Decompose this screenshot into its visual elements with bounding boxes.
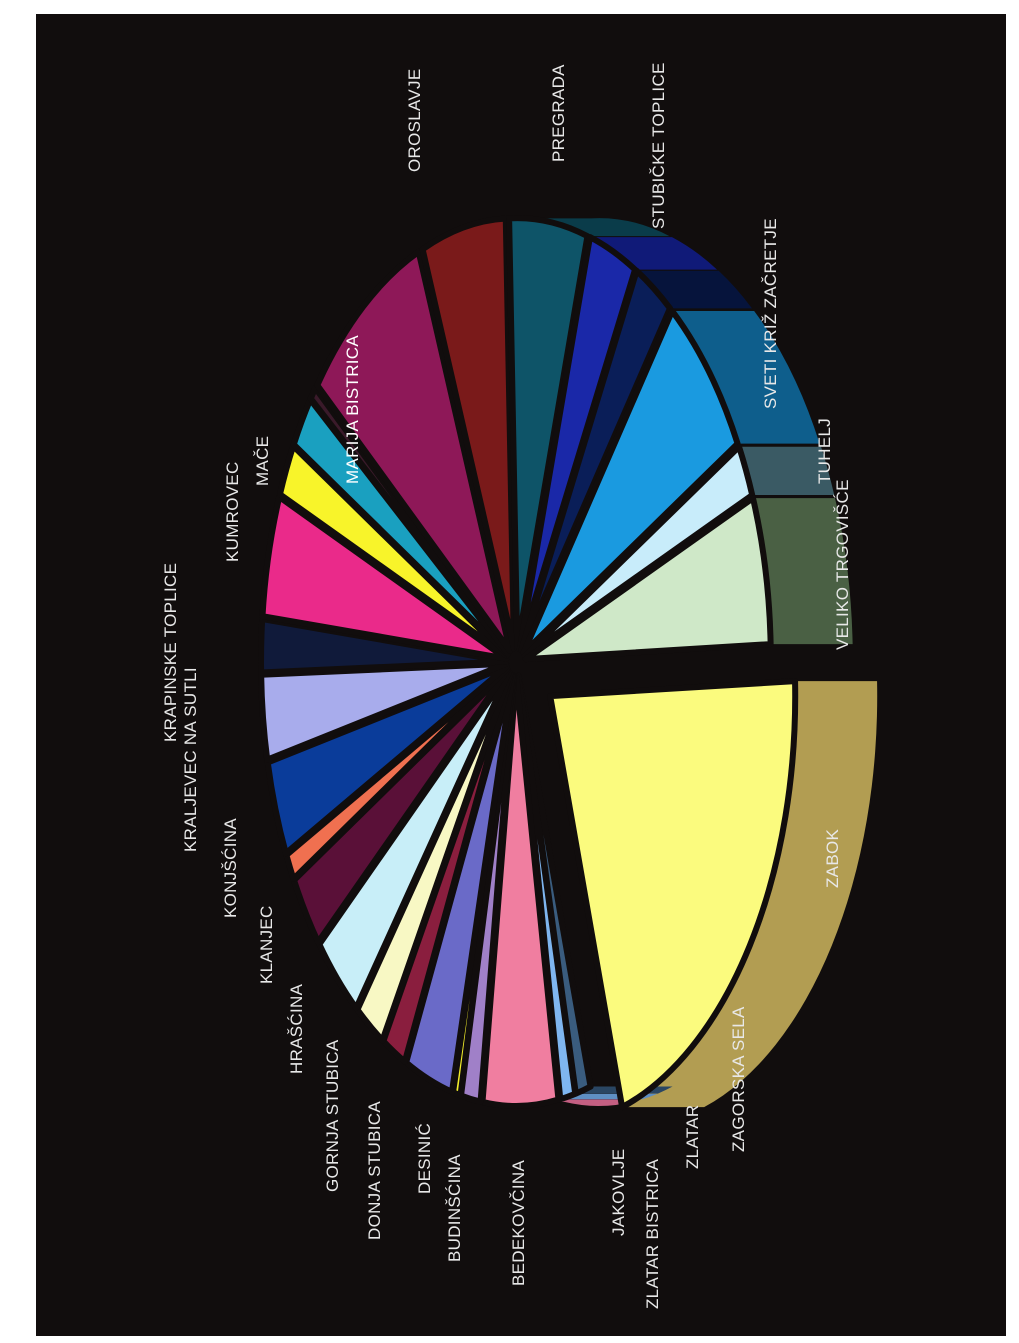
label-hrascina: HRAŠĆINA	[287, 983, 306, 1074]
slice-side-veliko-trgovis-c-e-26	[752, 498, 853, 645]
label-zagorska: ZAGORSKA SELA	[729, 1006, 748, 1152]
slice-sveti-kriz-zac-retje-24	[520, 307, 741, 656]
pie-chart: OROSLAVJE PREGRADA STUBIČKE TOPLICE SVET…	[161, 62, 878, 1309]
label-stubicke: STUBIČKE TOPLICE	[649, 62, 668, 229]
label-konjscina: KONJŠĆINA	[221, 818, 240, 918]
slice-sveti-kriz-zac-retje-23	[518, 267, 673, 654]
slice-tuhelj-25	[522, 443, 756, 659]
pie-slices	[258, 215, 799, 1111]
label-oroslavje: OROSLAVJE	[405, 69, 424, 172]
label-zlatar: ZLATAR	[683, 1105, 702, 1169]
label-zabok: ZABOK	[823, 829, 842, 888]
slice-mac-e-18	[307, 384, 512, 657]
label-veliko: VELIKO TRGOVIŠĆE	[833, 479, 852, 650]
label-pregrada: PREGRADA	[549, 64, 568, 162]
label-mace: MAČE	[253, 436, 272, 486]
label-gornja: GORNJA STUBICA	[323, 1039, 342, 1192]
label-klanjec: KLANJEC	[257, 905, 276, 984]
label-kraljevec: KRALJEVEC NA SUTLI	[181, 667, 200, 852]
label-budinscina: BUDINŠĆINA	[445, 1154, 464, 1262]
label-zlatarb: ZLATAR BISTRICA	[643, 1158, 662, 1309]
slice-zabok-0	[547, 678, 799, 1111]
label-sveti: SVETI KRIŽ ZAČRETJE	[761, 218, 780, 409]
label-bedekovcina: BEDEKOVČINA	[509, 1160, 528, 1286]
label-marija: MARIJA BISTRICA	[343, 335, 362, 484]
label-tuhelj: TUHELJ	[815, 418, 834, 484]
slice-side-sveti-kriz-zac-retje-24	[672, 310, 820, 444]
slice-side-zabok-0	[622, 681, 878, 1108]
slice-side-tuhelj-25	[739, 446, 835, 496]
chart-canvas: OROSLAVJE PREGRADA STUBIČKE TOPLICE SVET…	[36, 14, 1006, 1336]
label-jakovlje: JAKOVLJE	[609, 1149, 628, 1236]
slice-veliko-trgovis-c-e-26	[522, 495, 774, 663]
slice-pregrada-21	[506, 215, 591, 652]
slice-marija-bistrica-19	[314, 248, 513, 654]
label-desinic: DESINIĆ	[415, 1123, 434, 1194]
slice-side-pregrada-21	[509, 218, 670, 237]
slice-side-stubic-ke-toplice-22	[589, 237, 718, 270]
slice-oroslavje-20	[419, 215, 517, 652]
label-krapinske: KRAPINSKE TOPLICE	[161, 563, 180, 742]
label-donja: DONJA STUBICA	[365, 1101, 384, 1240]
pie-labels: OROSLAVJE PREGRADA STUBIČKE TOPLICE SVET…	[161, 62, 852, 1309]
label-kumrovec: KUMROVEC	[223, 461, 242, 562]
